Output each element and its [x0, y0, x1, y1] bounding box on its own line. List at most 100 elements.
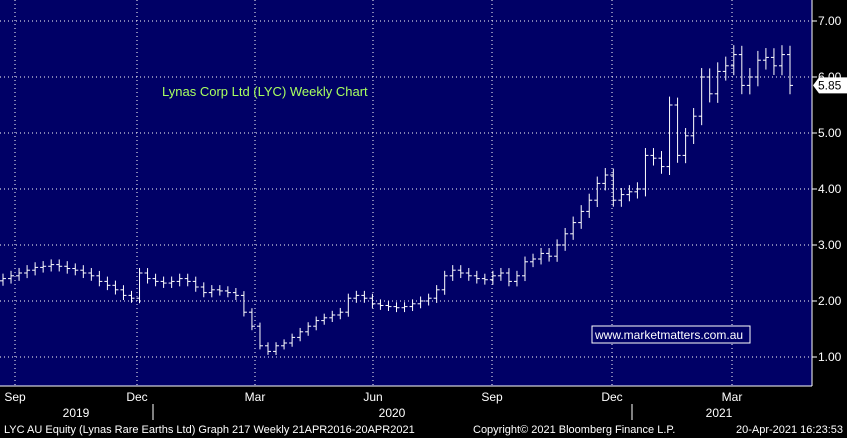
ohlc-bar [738, 45, 745, 95]
ohlc-bar [505, 268, 512, 287]
ohlc-bar [465, 268, 472, 281]
x-axis: Sep Dec Mar Jun Sep Dec Mar 2019 2020 2021 [0, 385, 812, 420]
y-tick-label: 3.00 [818, 238, 842, 252]
ohlc-bar [730, 45, 737, 76]
x-month-label: Mar [722, 390, 743, 404]
ohlc-bar [497, 267, 504, 281]
ohlc-bar [642, 148, 649, 197]
ohlc-bar [787, 45, 793, 95]
ohlc-bar [216, 285, 223, 296]
ohlc-bar [457, 265, 464, 279]
ohlc-bar [762, 48, 769, 70]
ohlc-bar [706, 68, 713, 103]
ohlc-bar [256, 322, 263, 350]
x-month-label: Dec [601, 390, 622, 404]
ohlc-bar [224, 286, 231, 298]
ohlc-bar [184, 273, 191, 287]
ohlc-bar [377, 299, 384, 310]
ohlc-bar [176, 273, 183, 287]
ohlc-bar [698, 68, 705, 126]
ohlc-bar [521, 256, 528, 282]
ohlc-bar [32, 262, 39, 276]
ohlc-bar [401, 302, 408, 313]
ohlc-bar [513, 270, 520, 287]
ohlc-bar [248, 308, 255, 331]
ohlc-bar [72, 263, 79, 276]
ohlc-bar [273, 342, 280, 355]
ohlc-bar [626, 185, 633, 202]
ohlc-bar [441, 270, 448, 295]
ohlc-bar [361, 290, 368, 303]
ohlc-bar [385, 301, 392, 311]
ohlc-bar [305, 322, 312, 336]
x-year-label: 2021 [706, 406, 733, 420]
price-bars [0, 45, 793, 355]
x-year-label: 2019 [63, 406, 90, 420]
ohlc-bar [289, 333, 296, 347]
ohlc-bar [578, 205, 585, 229]
x-month-label: Mar [245, 390, 266, 404]
ohlc-bar [152, 273, 159, 287]
ohlc-bar [24, 265, 31, 279]
ohlc-bar [538, 247, 545, 265]
ohlc-bar [96, 270, 103, 287]
ohlc-bar [144, 268, 151, 284]
ohlc-bar [610, 168, 617, 207]
ohlc-bar [88, 268, 95, 281]
ohlc-bar [265, 342, 272, 355]
ohlc-bar [120, 285, 127, 300]
last-price-label: 5.85 [818, 78, 842, 92]
ohlc-bar [393, 302, 400, 313]
ohlc-bar [313, 316, 320, 331]
ohlc-bar [562, 227, 569, 251]
ohlc-bar [321, 313, 328, 325]
watermark-text: www.marketmatters.com.au [594, 328, 743, 342]
x-month-label: Sep [481, 390, 503, 404]
x-month-label: Jun [363, 390, 382, 404]
ohlc-bar [473, 270, 480, 284]
x-year-label: 2020 [379, 406, 406, 420]
y-tick-label: 7.00 [818, 14, 842, 28]
ohlc-bar [232, 288, 239, 300]
ohlc-bar [682, 128, 689, 164]
ohlc-bar [722, 56, 729, 81]
ohlc-bar [64, 261, 71, 274]
ohlc-bar [160, 276, 167, 288]
y-tick-label: 4.00 [818, 182, 842, 196]
ohlc-bar [449, 265, 456, 281]
x-month-label: Dec [126, 390, 147, 404]
footer: LYC AU Equity (Lynas Rare Earths Ltd) Gr… [4, 424, 843, 436]
ohlc-bar [112, 280, 119, 295]
ohlc-bar [666, 96, 673, 175]
ohlc-bar [554, 239, 561, 262]
y-tick-label: 2.00 [818, 294, 842, 308]
ohlc-bar [281, 339, 288, 350]
ohlc-bar [770, 48, 777, 75]
y-tick-label: 5.00 [818, 126, 842, 140]
ohlc-bar [425, 293, 432, 306]
ohlc-bar [136, 267, 143, 304]
ohlc-bar [16, 267, 23, 281]
ohlc-bar [48, 259, 55, 272]
ohlc-bar [481, 273, 488, 285]
ohlc-bar [714, 62, 721, 103]
footer-left: LYC AU Equity (Lynas Rare Earths Ltd) Gr… [4, 424, 415, 436]
watermark-border [591, 325, 751, 344]
last-price-tag-shape [813, 77, 847, 94]
ohlc-bar [200, 282, 207, 298]
ohlc-bar [754, 50, 761, 87]
chart-title: Lynas Corp Ltd (LYC) Weekly Chart [162, 84, 368, 99]
ohlc-bar [337, 307, 344, 320]
footer-timestamp: 20-Apr-2021 16:23:53 [736, 424, 843, 436]
ohlc-bar [658, 151, 665, 174]
ohlc-bar [433, 285, 440, 303]
ohlc-bar [409, 299, 416, 312]
ohlc-bar [674, 97, 681, 163]
plot-area [0, 0, 812, 386]
ohlc-bar [546, 248, 553, 262]
ohlc-bar [602, 168, 609, 191]
ohlc-bar [208, 285, 215, 298]
ohlc-bar [240, 291, 247, 317]
ohlc-bar [329, 310, 336, 322]
